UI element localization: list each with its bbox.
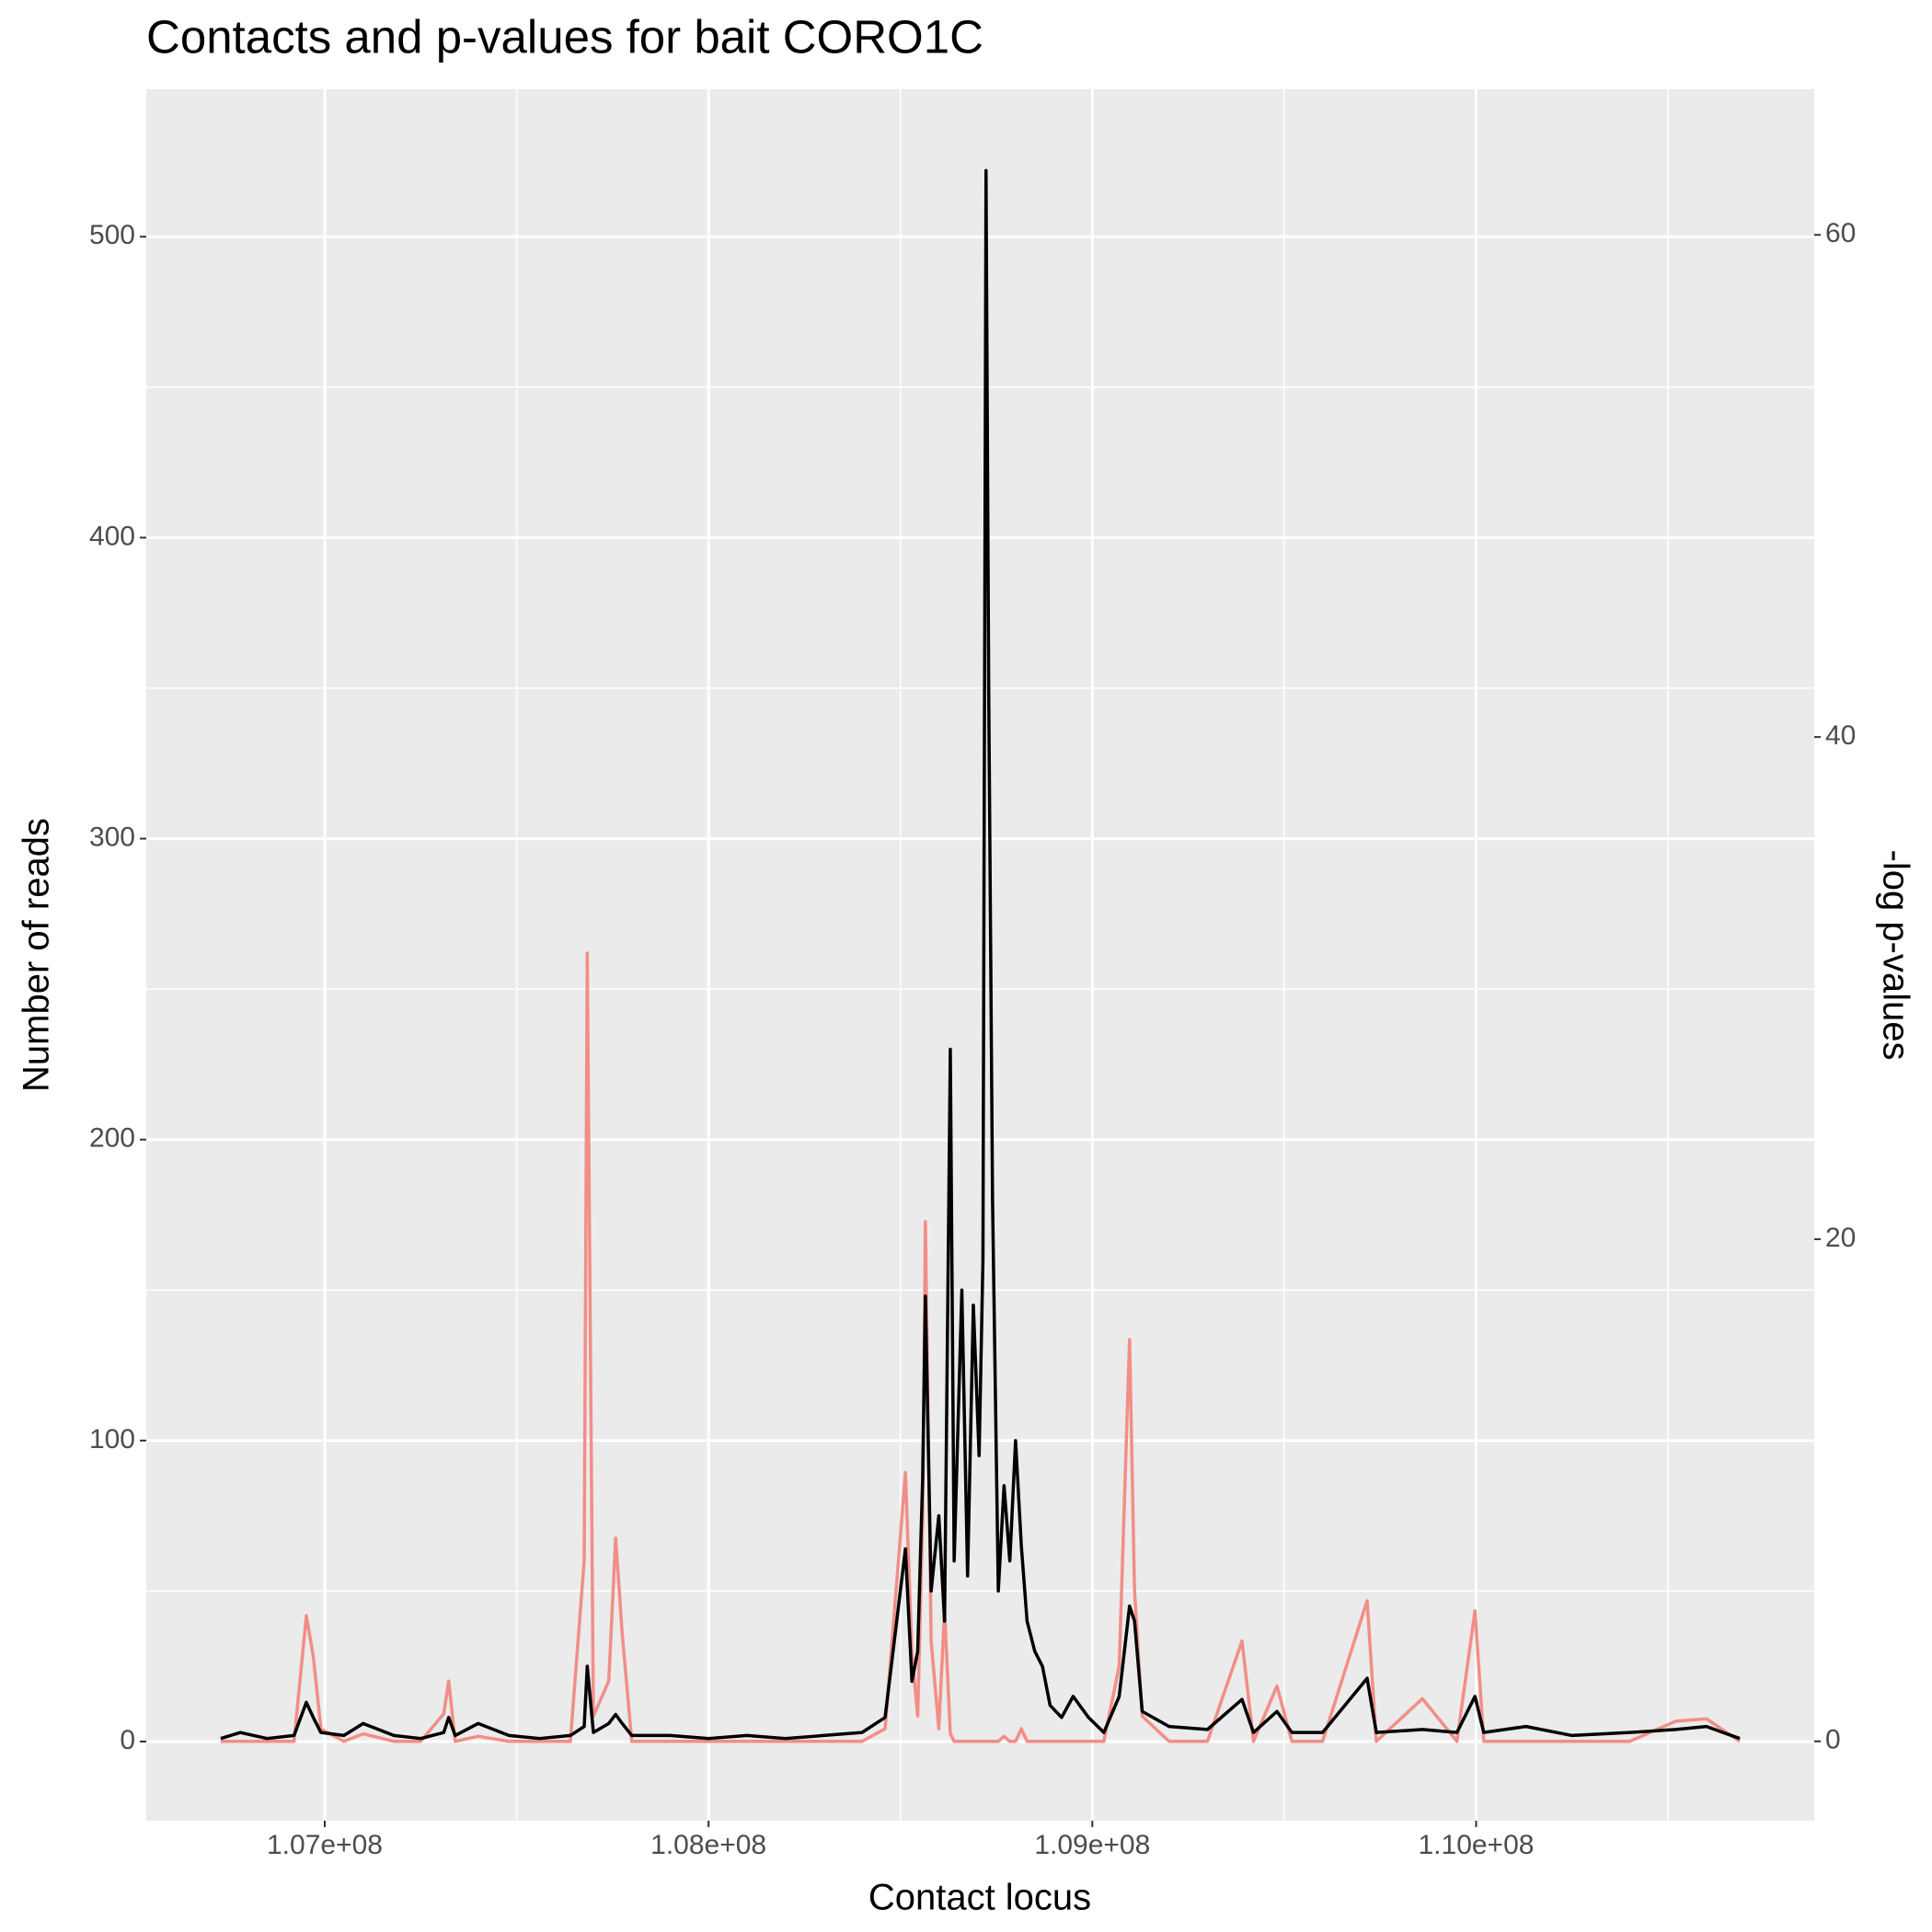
x-tick-label: 1.10e+08 — [1418, 1830, 1534, 1860]
y2-tick-label: 20 — [1825, 1223, 1856, 1253]
y2-axis-title: -log p-values — [1875, 849, 1915, 1060]
x-tick-label: 1.09e+08 — [1034, 1830, 1150, 1860]
y2-tick-label: 60 — [1825, 218, 1856, 248]
series-line — [220, 168, 1741, 1741]
x-tick-label: 1.07e+08 — [267, 1830, 383, 1860]
y-tick-label: 400 — [89, 521, 135, 551]
series-line — [220, 951, 1742, 1743]
y-tick-label: 300 — [89, 822, 135, 852]
y2-tick-label: 0 — [1825, 1725, 1841, 1755]
chart-title: Contacts and p-values for bait CORO1C — [146, 10, 983, 63]
x-axis-title: Contact locus — [868, 1878, 1091, 1918]
y-tick-label: 100 — [89, 1424, 135, 1455]
panel — [146, 89, 1814, 1821]
y-axis-title: Number of reads — [17, 818, 57, 1092]
y-tick-label: 500 — [89, 220, 135, 250]
x-tick-label: 1.08e+08 — [650, 1830, 766, 1860]
y2-tick-label: 40 — [1825, 720, 1856, 751]
y-tick-label: 200 — [89, 1123, 135, 1154]
y-tick-label: 0 — [120, 1725, 135, 1755]
